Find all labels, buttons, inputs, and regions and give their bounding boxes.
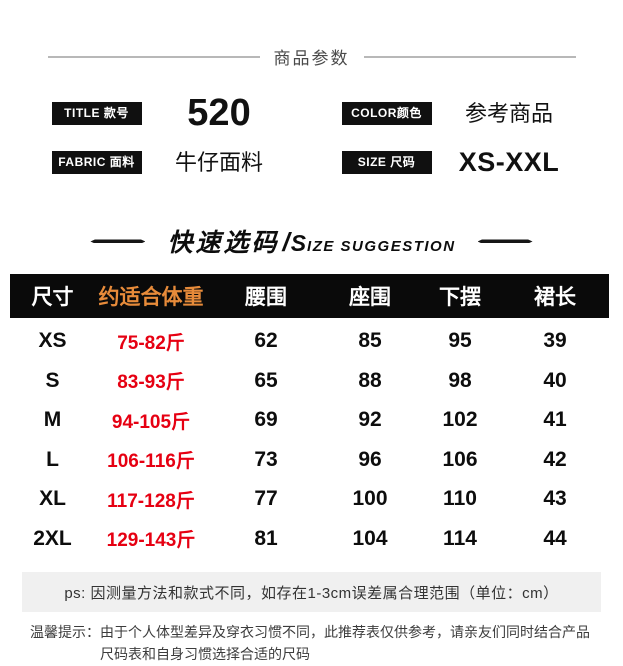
cell-hip: 104 (352, 526, 388, 550)
cell-weight: 75-82斤 (117, 332, 185, 354)
size-table-row: S 83-93斤 65 88 98 40 (10, 361, 609, 401)
size-table-header-row: 尺寸 约适合体重 腰围 座围 下摆 裙长 (10, 274, 609, 319)
cell-size: M (43, 408, 62, 432)
param-value: 牛仔面料 (174, 149, 263, 175)
params-header-title: 商品参数 (273, 49, 350, 68)
warm-tips-label: 温馨提示： (30, 624, 100, 641)
column-header-hip: 座围 (349, 286, 391, 310)
header-right-divider (363, 55, 576, 58)
cell-size: XS (38, 329, 67, 353)
column-header-length: 裙长 (534, 286, 576, 310)
size-table-row: M 94-105斤 69 92 102 41 (10, 400, 609, 440)
size-title-en-cap: S (290, 230, 308, 257)
size-suggestion-header: 快速选码 / S IZE SUGGESTION (0, 223, 623, 259)
column-header-hem: 下摆 (439, 286, 481, 310)
cell-weight: 129-143斤 (106, 530, 196, 552)
param-item: TITLE 款号 520 (37, 92, 297, 135)
size-table-row: XL 117-128斤 77 100 110 43 (10, 479, 609, 519)
header-left-divider (47, 55, 260, 58)
cell-hem: 106 (442, 447, 478, 471)
size-title-slash: / (282, 227, 290, 258)
size-table-body: XS 75-82斤 62 85 95 39 S 83-93斤 65 88 98 … (10, 318, 609, 558)
cell-hip: 85 (358, 329, 382, 353)
cell-weight: 106-116斤 (107, 451, 195, 473)
params-grid: TITLE 款号 520 COLOR颜色 参考商品 FABRIC 面料 牛仔面料… (0, 92, 623, 178)
param-item: SIZE 尺码 XS-XXL (327, 146, 587, 178)
param-label-badge: COLOR颜色 (341, 102, 432, 126)
param-value: 参考商品 (464, 100, 553, 126)
cell-length: 41 (543, 408, 567, 432)
size-suggestion-title: 快速选码 / S IZE SUGGESTION (167, 223, 455, 259)
cell-size: L (46, 447, 59, 471)
cell-size: XL (39, 487, 66, 511)
cell-length: 44 (543, 526, 567, 550)
cell-size: S (45, 368, 60, 392)
cell-waist: 81 (254, 526, 278, 550)
param-item: FABRIC 面料 牛仔面料 (37, 148, 297, 178)
param-label-badge: TITLE 款号 (51, 102, 142, 126)
cell-waist: 73 (254, 447, 278, 471)
column-header-size: 尺寸 (31, 286, 74, 310)
size-table-row: 2XL 129-143斤 81 104 114 44 (10, 519, 609, 559)
param-value: 520 (187, 92, 251, 134)
size-table-row: XS 75-82斤 62 85 95 39 (10, 321, 609, 361)
size-table-row: L 106-116斤 73 96 106 42 (10, 440, 609, 480)
cell-hem: 102 (442, 408, 478, 432)
params-header: 商品参数 (0, 0, 623, 69)
size-table: 尺寸 约适合体重 腰围 座围 下摆 裙长 XS 75-82斤 62 85 95 … (10, 274, 609, 558)
cell-weight: 117-128斤 (107, 490, 195, 512)
cell-weight: 83-93斤 (117, 372, 185, 394)
cell-hip: 88 (358, 368, 382, 392)
column-header-waist: 腰围 (245, 286, 287, 310)
cell-hem: 98 (448, 368, 472, 392)
param-item: COLOR颜色 参考商品 (327, 93, 587, 135)
cell-hem: 114 (443, 526, 477, 550)
cell-length: 43 (543, 487, 567, 511)
cell-hip: 92 (358, 408, 382, 432)
param-label-badge: FABRIC 面料 (51, 151, 142, 175)
cell-waist: 77 (254, 487, 278, 511)
cell-waist: 65 (254, 368, 278, 392)
size-header-left-stroke (90, 239, 146, 244)
cell-length: 40 (543, 368, 567, 392)
column-header-weight: 约适合体重 (98, 286, 204, 310)
cell-hip: 96 (358, 447, 382, 471)
warm-tips: 温馨提示： 由于个人体型差异及穿衣习惯不同，此推荐表仅供参考，请亲友们同时结合产… (30, 622, 593, 665)
cell-waist: 69 (254, 408, 278, 432)
param-label-badge: SIZE 尺码 (341, 151, 432, 175)
measurement-note-bar: ps: 因测量方法和款式不同，如存在1-3cm误差属合理范围（单位：cm） (22, 572, 601, 613)
cell-size: 2XL (33, 526, 72, 550)
cell-weight: 94-105斤 (111, 411, 191, 433)
cell-length: 42 (543, 447, 567, 471)
cell-hip: 100 (352, 487, 388, 511)
warm-tips-text: 由于个人体型差异及穿衣习惯不同，此推荐表仅供参考，请亲友们同时结合产品尺码表和自… (100, 624, 590, 663)
cell-length: 39 (543, 329, 567, 353)
cell-waist: 62 (254, 329, 278, 353)
cell-hem: 95 (448, 329, 472, 353)
size-header-right-stroke (477, 239, 533, 244)
param-value: XS-XXL (458, 146, 560, 177)
size-title-cn: 快速选码 (167, 229, 280, 258)
size-title-en-rest: IZE SUGGESTION (307, 238, 456, 256)
cell-hem: 110 (443, 487, 477, 511)
